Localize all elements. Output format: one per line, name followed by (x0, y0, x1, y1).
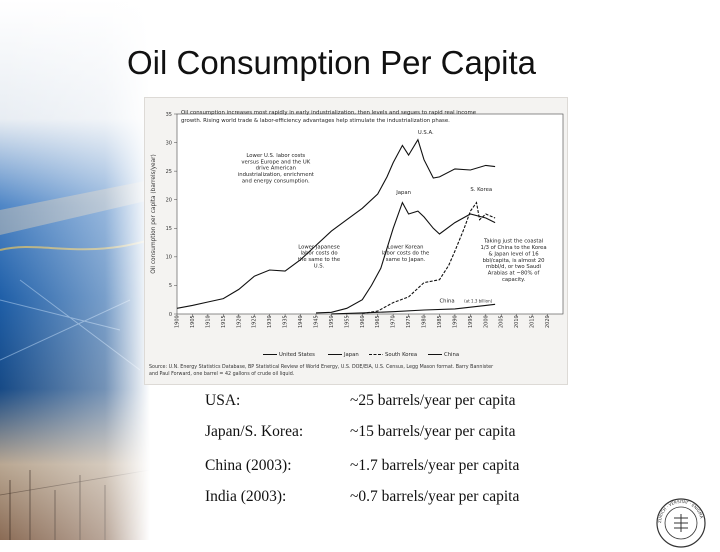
x-tick-label: 1965 (375, 315, 381, 328)
china-annotation: mbbl/d, or two Saudi (486, 264, 541, 270)
x-tick-label: 1975 (406, 315, 412, 328)
china-annotation: bbl/capita, is almost 20 (483, 258, 546, 264)
x-tick-label: 1940 (298, 315, 304, 328)
japan-annotation: Lower Japanese (298, 244, 340, 250)
us-annotation: Lower U.S. labor costs (246, 153, 305, 159)
y-tick-label: 5 (169, 283, 172, 289)
x-tick-label: 1920 (236, 315, 242, 328)
university-seal-logo: ZÜRICH · VERSITÄT · ENIGMA (656, 498, 706, 548)
label-skorea: S. Korea (470, 187, 492, 193)
us-annotation: drive American (256, 166, 296, 172)
legend-label: South Korea (385, 352, 417, 358)
legend-label: China (444, 352, 459, 358)
legend-label: United States (279, 352, 315, 358)
x-tick-label: 2015 (530, 315, 536, 328)
x-tick-label: 1905 (190, 315, 196, 328)
x-tick-label: 1990 (452, 315, 458, 328)
x-tick-label: 2000 (483, 315, 489, 328)
korea-annotation: Lower Korean (388, 244, 424, 250)
china-annotation: 1/3 of China to the Korea (480, 245, 546, 251)
y-tick-label: 25 (166, 169, 172, 175)
y-tick-label: 10 (166, 255, 172, 261)
chart-header-line: Oil consumption increases most rapidly i… (181, 110, 477, 116)
china-annotation: Arabias at ~80% of (488, 271, 540, 277)
x-tick-label: 1915 (221, 315, 227, 328)
stat-value: ~0.7 barrels/year per capita (350, 488, 520, 505)
oil-consumption-chart: 0 5 10 15 20 25 30 35 1900 1905 1910 1915 1920 1925 19… (149, 110, 564, 377)
stat-value: ~1.7 barrels/year per capita (350, 457, 520, 474)
y-tick-label: 15 (166, 226, 172, 232)
us-annotation: versus Europe and the UK (241, 159, 310, 165)
stat-label: Japan/S. Korea: (205, 423, 304, 440)
china-annotation: & Japan level of 16 (489, 251, 540, 257)
china-annotation: Taking just the coastal (483, 239, 543, 245)
x-tick-label: 2020 (545, 315, 551, 328)
x-tick-label: 1900 (175, 315, 181, 328)
label-japan: Japan (395, 190, 411, 196)
korea-annotation: same to Japan. (386, 257, 426, 263)
series-line-japan (315, 201, 496, 314)
label-china: China (439, 299, 454, 305)
stat-label: China (2003): (205, 457, 292, 474)
x-tick-label: 1960 (360, 315, 366, 328)
x-tick-label: 1955 (344, 315, 350, 328)
japan-annotation: the same to the (298, 257, 340, 263)
x-tick-label: 1950 (329, 315, 335, 328)
y-axis-label: Oil consumption per capita (barrels/year… (151, 154, 157, 274)
legend-label: Japan (343, 352, 359, 358)
chart-source-line: and Paul Forward, one barrel = 42 gallon… (149, 371, 294, 377)
slide-title: Oil Consumption Per Capita (127, 44, 537, 81)
x-tick-label: 2005 (499, 315, 505, 328)
x-tick-label: 1935 (283, 315, 289, 328)
y-tick-label: 0 (169, 312, 172, 318)
stat-value: ~15 barrels/year per capita (350, 423, 516, 440)
china-annotation: capacity. (502, 277, 526, 283)
y-tick-label: 20 (166, 198, 172, 204)
x-tick-label: 1910 (205, 315, 211, 328)
series-line-united-states (176, 138, 496, 309)
us-annotation: industrialization, enrichment (238, 172, 314, 178)
x-tick-label: 1970 (391, 315, 397, 328)
korea-annotation: labor costs do the (382, 251, 430, 257)
x-tick-label: 2010 (514, 315, 520, 328)
stat-label: India (2003): (205, 488, 287, 505)
x-tick-label: 1930 (267, 315, 273, 328)
stat-label: USA: (205, 392, 241, 409)
plot-area (176, 113, 564, 315)
chart-header-line: growth. Rising world trade & labor-effic… (181, 118, 450, 124)
stat-value: ~25 barrels/year per capita (350, 392, 516, 409)
x-tick-label: 1995 (468, 315, 474, 328)
sidebar-artwork (0, 0, 150, 540)
japan-annotation: U.S. (314, 263, 325, 269)
series-line-south-korea (362, 201, 496, 314)
x-tick-label: 1980 (422, 315, 428, 328)
x-tick-label: 1945 (313, 315, 319, 328)
label-china-population: (at 1.3 billion) (464, 299, 492, 304)
chart-source-line: Source: U.N. Energy Statistics Database,… (149, 364, 493, 370)
x-tick-label: 1925 (252, 315, 258, 328)
japan-annotation: labor costs do (300, 251, 337, 257)
y-tick-label: 35 (166, 112, 172, 118)
x-tick-label: 1985 (437, 315, 443, 328)
y-tick-label: 30 (166, 140, 172, 146)
chart-panel: 0 5 10 15 20 25 30 35 1900 1905 1910 1915 1920 1925 19… (144, 97, 568, 385)
series-line-china (331, 303, 496, 315)
us-annotation: and energy consumption. (242, 178, 310, 184)
label-usa: U.S.A. (418, 130, 434, 136)
